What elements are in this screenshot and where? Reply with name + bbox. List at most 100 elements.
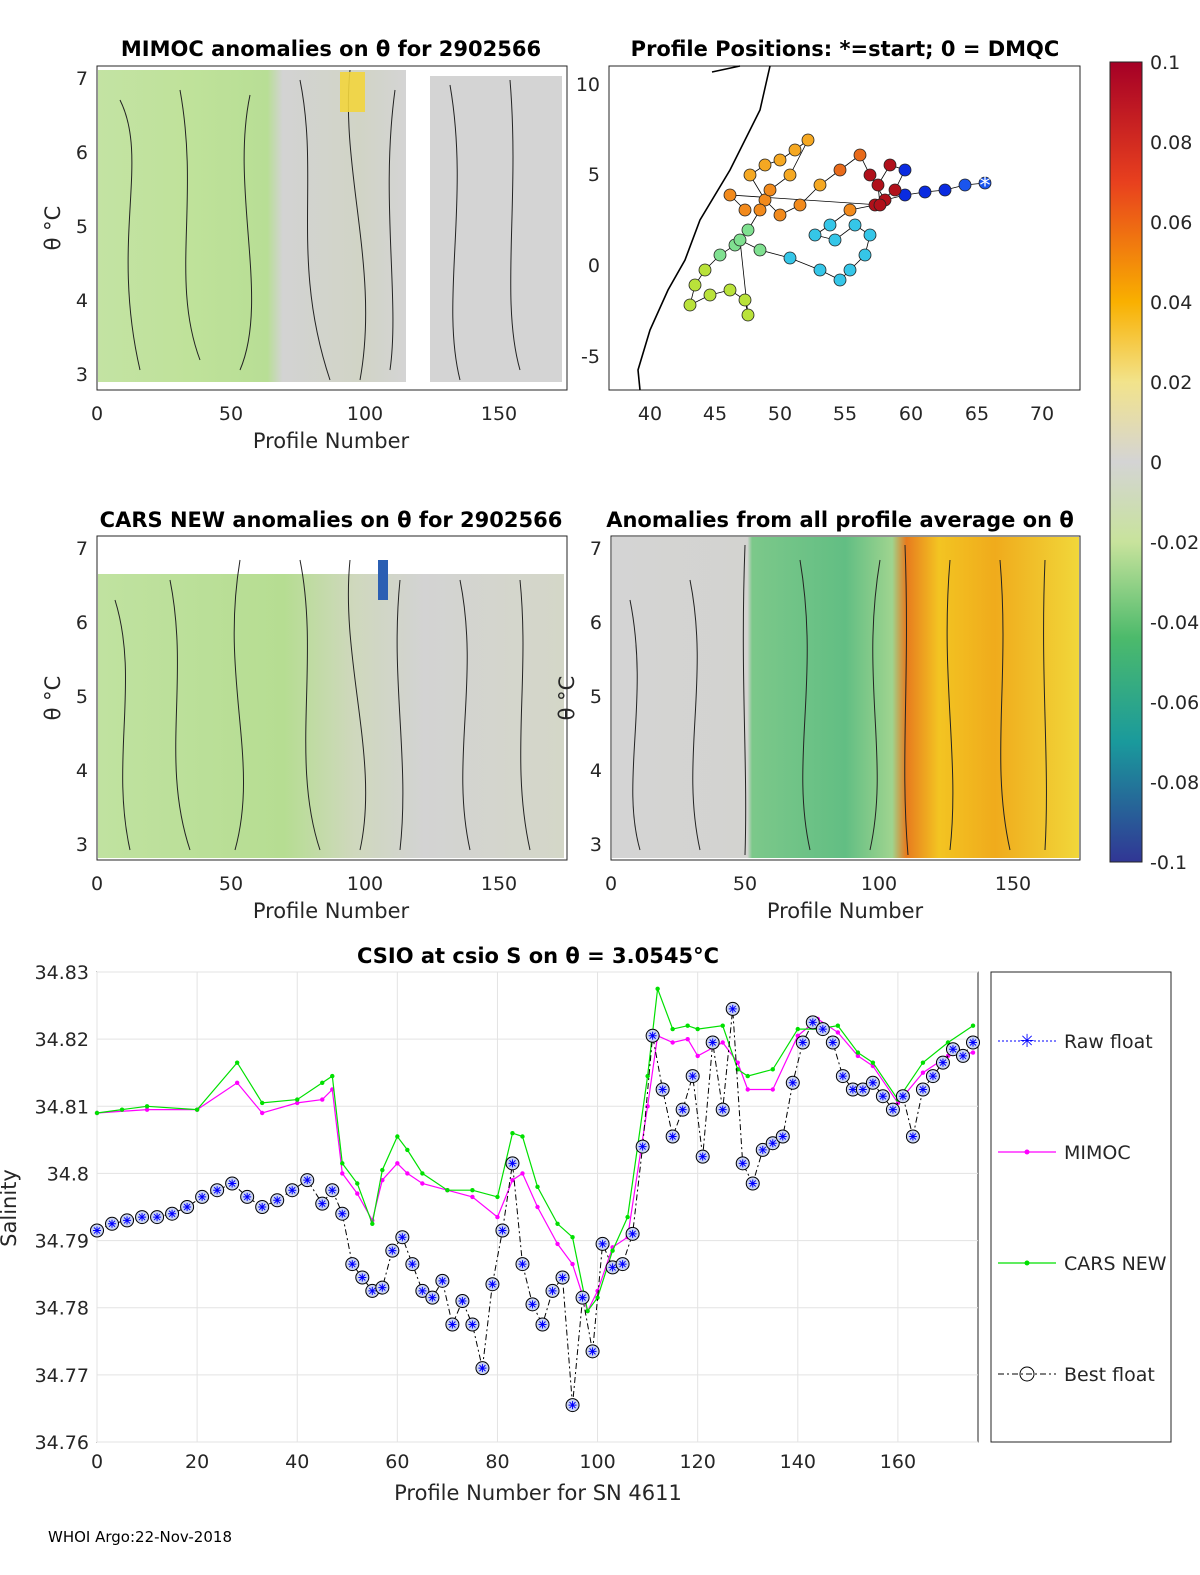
raw-float-point [243, 1192, 252, 1201]
profile-position [723, 188, 737, 202]
profile-position [888, 183, 902, 197]
mimoc-ytick: 5 [76, 216, 88, 238]
chart-xtick: 20 [185, 1451, 209, 1473]
mimoc-point [355, 1191, 360, 1196]
cars-point [330, 1073, 335, 1079]
profile-position [863, 168, 877, 182]
profile-position [853, 148, 867, 162]
cars-point [320, 1080, 325, 1085]
chart-yticks: 34.76 34.77 34.78 34.79 34.8 34.81 34.82 34.83 [35, 962, 89, 1454]
colorbar-tick: 0 [1150, 452, 1162, 474]
cars-point [695, 1026, 700, 1032]
mimoc-ytick: 7 [76, 68, 88, 90]
legend-cars-label: CARS NEW [1064, 1253, 1167, 1275]
raw-float-point [358, 1273, 367, 1282]
cars-top-blank [98, 540, 564, 574]
cars-point [520, 1134, 525, 1139]
cars-point [655, 986, 660, 991]
positions-title: Profile Positions: *=start; 0 = DMQC [631, 37, 1060, 61]
raw-float-point [183, 1203, 192, 1211]
raw-float-point [108, 1219, 117, 1228]
mimoc-field-a [98, 70, 406, 382]
profile-position [738, 203, 752, 217]
cars-point [259, 1100, 265, 1106]
colorbar-tick: -0.06 [1150, 692, 1199, 714]
chart-title: CSIO at csio S on θ = 3.0545°C [357, 944, 719, 968]
raw-float-point [958, 1051, 967, 1060]
avg-xticks: 0 50 100 150 [605, 873, 1031, 895]
colorbar: 0.1 0.08 0.06 0.04 0.02 0 -0.02 -0.04 -0… [1109, 52, 1199, 874]
raw-float-point [598, 1239, 607, 1248]
raw-float-point [588, 1347, 597, 1356]
chart-xtick: 0 [91, 1451, 103, 1473]
mimoc-point [420, 1181, 425, 1186]
raw-float-point [648, 1031, 657, 1040]
chart-xtick: 80 [485, 1451, 509, 1473]
cars-point [445, 1188, 450, 1193]
raw-float-point [258, 1203, 267, 1211]
colorbar-tick: 0.04 [1150, 292, 1192, 314]
profile-position [793, 198, 807, 212]
raw-float-point [918, 1085, 927, 1094]
positions-xtick: 55 [833, 403, 857, 425]
colorbar-gradient [1109, 61, 1143, 863]
cars-point [835, 1023, 841, 1028]
cars-point [510, 1130, 515, 1136]
chart-ytick: 34.78 [35, 1298, 89, 1320]
profile-position [683, 298, 697, 312]
cars-point [405, 1147, 410, 1153]
cars-point [770, 1067, 775, 1072]
positions-xtick: 70 [1030, 403, 1054, 425]
chart-ytick: 34.81 [35, 1096, 89, 1118]
profile-position [783, 168, 797, 182]
profile-position [833, 273, 847, 287]
positions-xtick: 40 [638, 403, 662, 425]
avg-ytick: 3 [590, 834, 602, 856]
colorbar-tick: -0.08 [1150, 772, 1199, 794]
profile-position [703, 288, 717, 302]
mimoc-point [685, 1036, 690, 1042]
profile-position [741, 308, 755, 322]
mimoc-panel: MIMOC anomalies on θ for 2902566 0 50 10… [41, 37, 568, 453]
mimoc-point [555, 1241, 560, 1247]
cars-ytick: 6 [76, 612, 88, 634]
profile-position [773, 153, 787, 167]
cars-point [395, 1134, 400, 1139]
raw-float-point [448, 1320, 457, 1329]
profile-position [801, 133, 815, 147]
mimoc-xtick: 100 [347, 403, 383, 425]
mimoc-point [510, 1177, 515, 1183]
profile-position [753, 203, 767, 217]
legend-mimoc-label: MIMOC [1064, 1142, 1131, 1164]
raw-float-point [508, 1159, 517, 1168]
raw-float-point [418, 1286, 427, 1295]
raw-float-point [678, 1105, 687, 1114]
raw-float-point [908, 1132, 917, 1141]
chart-ytick: 34.77 [35, 1365, 89, 1387]
mimoc-point [855, 1053, 861, 1059]
avg-xtick: 150 [995, 873, 1031, 895]
cars-ytick: 7 [76, 538, 88, 560]
positions-xtick: 60 [899, 403, 923, 425]
colorbar-tick: 0.02 [1150, 372, 1192, 394]
cars-point [720, 1023, 725, 1028]
raw-float-point [848, 1085, 857, 1094]
profile-position [938, 183, 952, 197]
chart-xlabel: Profile Number for SN 4611 [394, 1481, 682, 1505]
mimoc-xtick: 150 [481, 403, 517, 425]
profile-position [898, 188, 912, 202]
raw-float-point [788, 1078, 797, 1087]
cars-contours [114, 559, 531, 851]
chart-ylabel: Salinity [0, 1169, 21, 1247]
positions-xtick: 50 [768, 403, 792, 425]
raw-float-point [123, 1216, 132, 1225]
start-marker: * [980, 174, 991, 199]
raw-float-point [618, 1260, 627, 1269]
raw-float-point [538, 1320, 547, 1329]
legend-cars-marker [1024, 1260, 1030, 1266]
raw-float-point [758, 1145, 767, 1154]
cars-ylabel: θ °C [41, 676, 65, 721]
legend-raw-label: Raw float [1064, 1031, 1153, 1053]
profile-position [743, 168, 757, 182]
raw-float-point [303, 1176, 312, 1185]
